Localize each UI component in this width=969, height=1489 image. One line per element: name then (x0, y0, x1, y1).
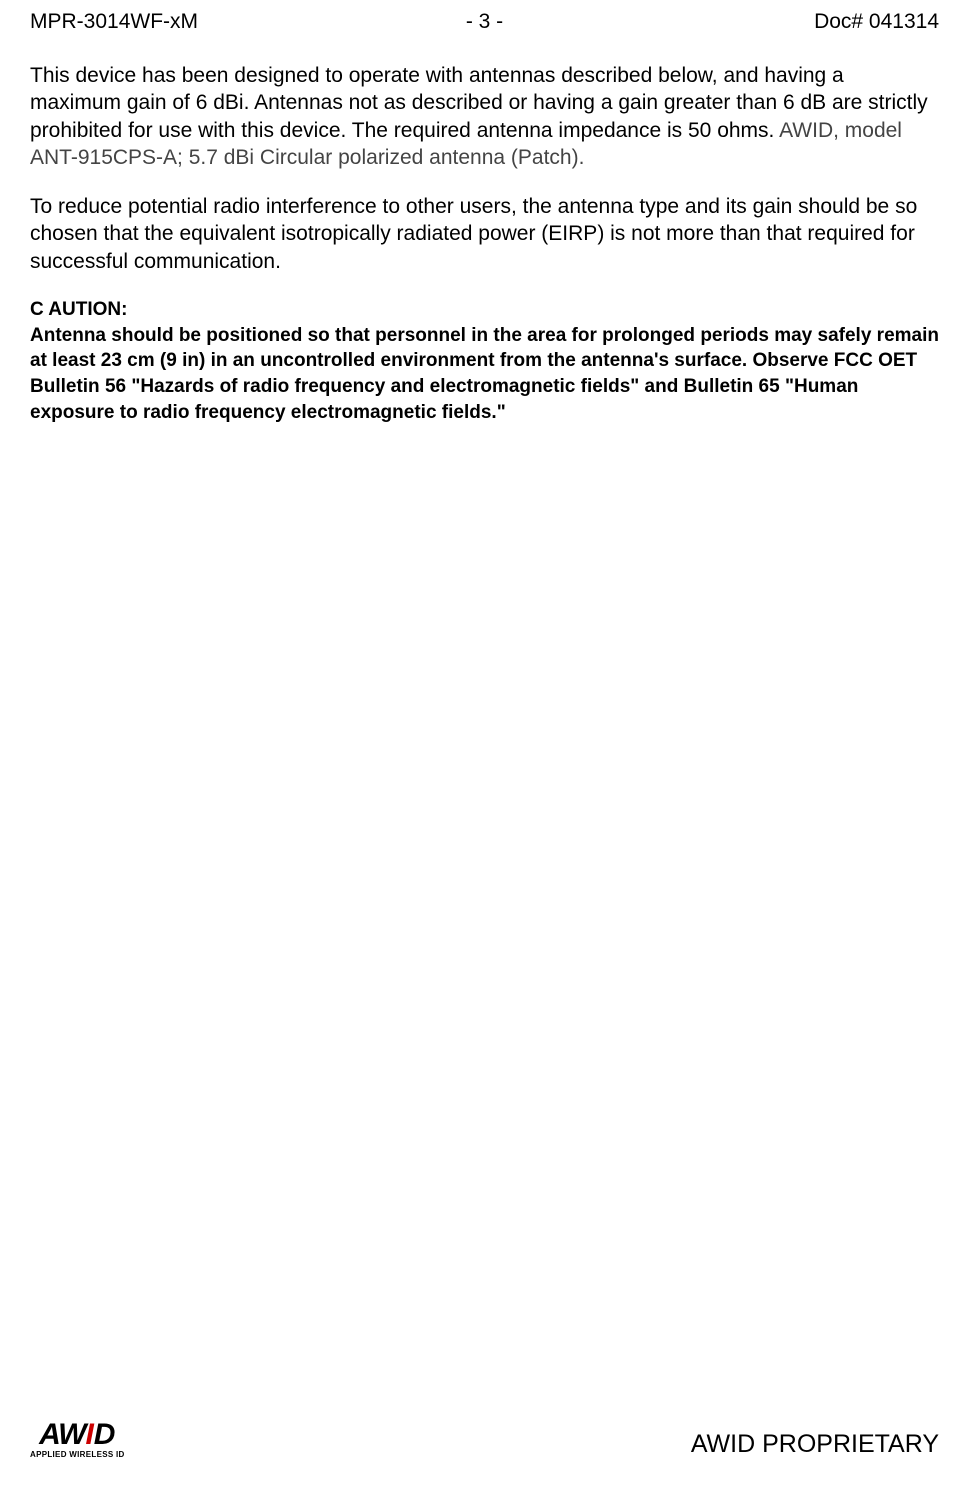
caution-body: Antenna should be positioned so that per… (30, 323, 939, 426)
footer-proprietary: AWID PROPRIETARY (691, 1430, 939, 1459)
header-doc-number: Doc# 041314 (636, 10, 939, 34)
page-header: MPR-3014WF-xM - 3 - Doc# 041314 (30, 10, 939, 34)
header-page-number: - 3 - (333, 10, 636, 34)
caution-section: C AUTION: Antenna should be positioned s… (30, 297, 939, 425)
logo-i-text: I (85, 1418, 93, 1452)
logo-aw-text: AW (39, 1418, 85, 1452)
logo-d-text: D (94, 1418, 116, 1452)
awid-logo: AW I D (39, 1418, 115, 1452)
logo-i-letter: I (85, 1418, 93, 1451)
logo-container: AW I D APPLIED WIRELESS ID (30, 1418, 125, 1459)
logo-subtitle: APPLIED WIRELESS ID (30, 1450, 125, 1459)
paragraph-2: To reduce potential radio interference t… (30, 193, 939, 275)
caution-heading: C AUTION: (30, 297, 939, 323)
paragraph-1: This device has been designed to operate… (30, 62, 939, 171)
page-footer: AW I D APPLIED WIRELESS ID AWID PROPRIET… (30, 1418, 939, 1459)
header-model: MPR-3014WF-xM (30, 10, 333, 34)
